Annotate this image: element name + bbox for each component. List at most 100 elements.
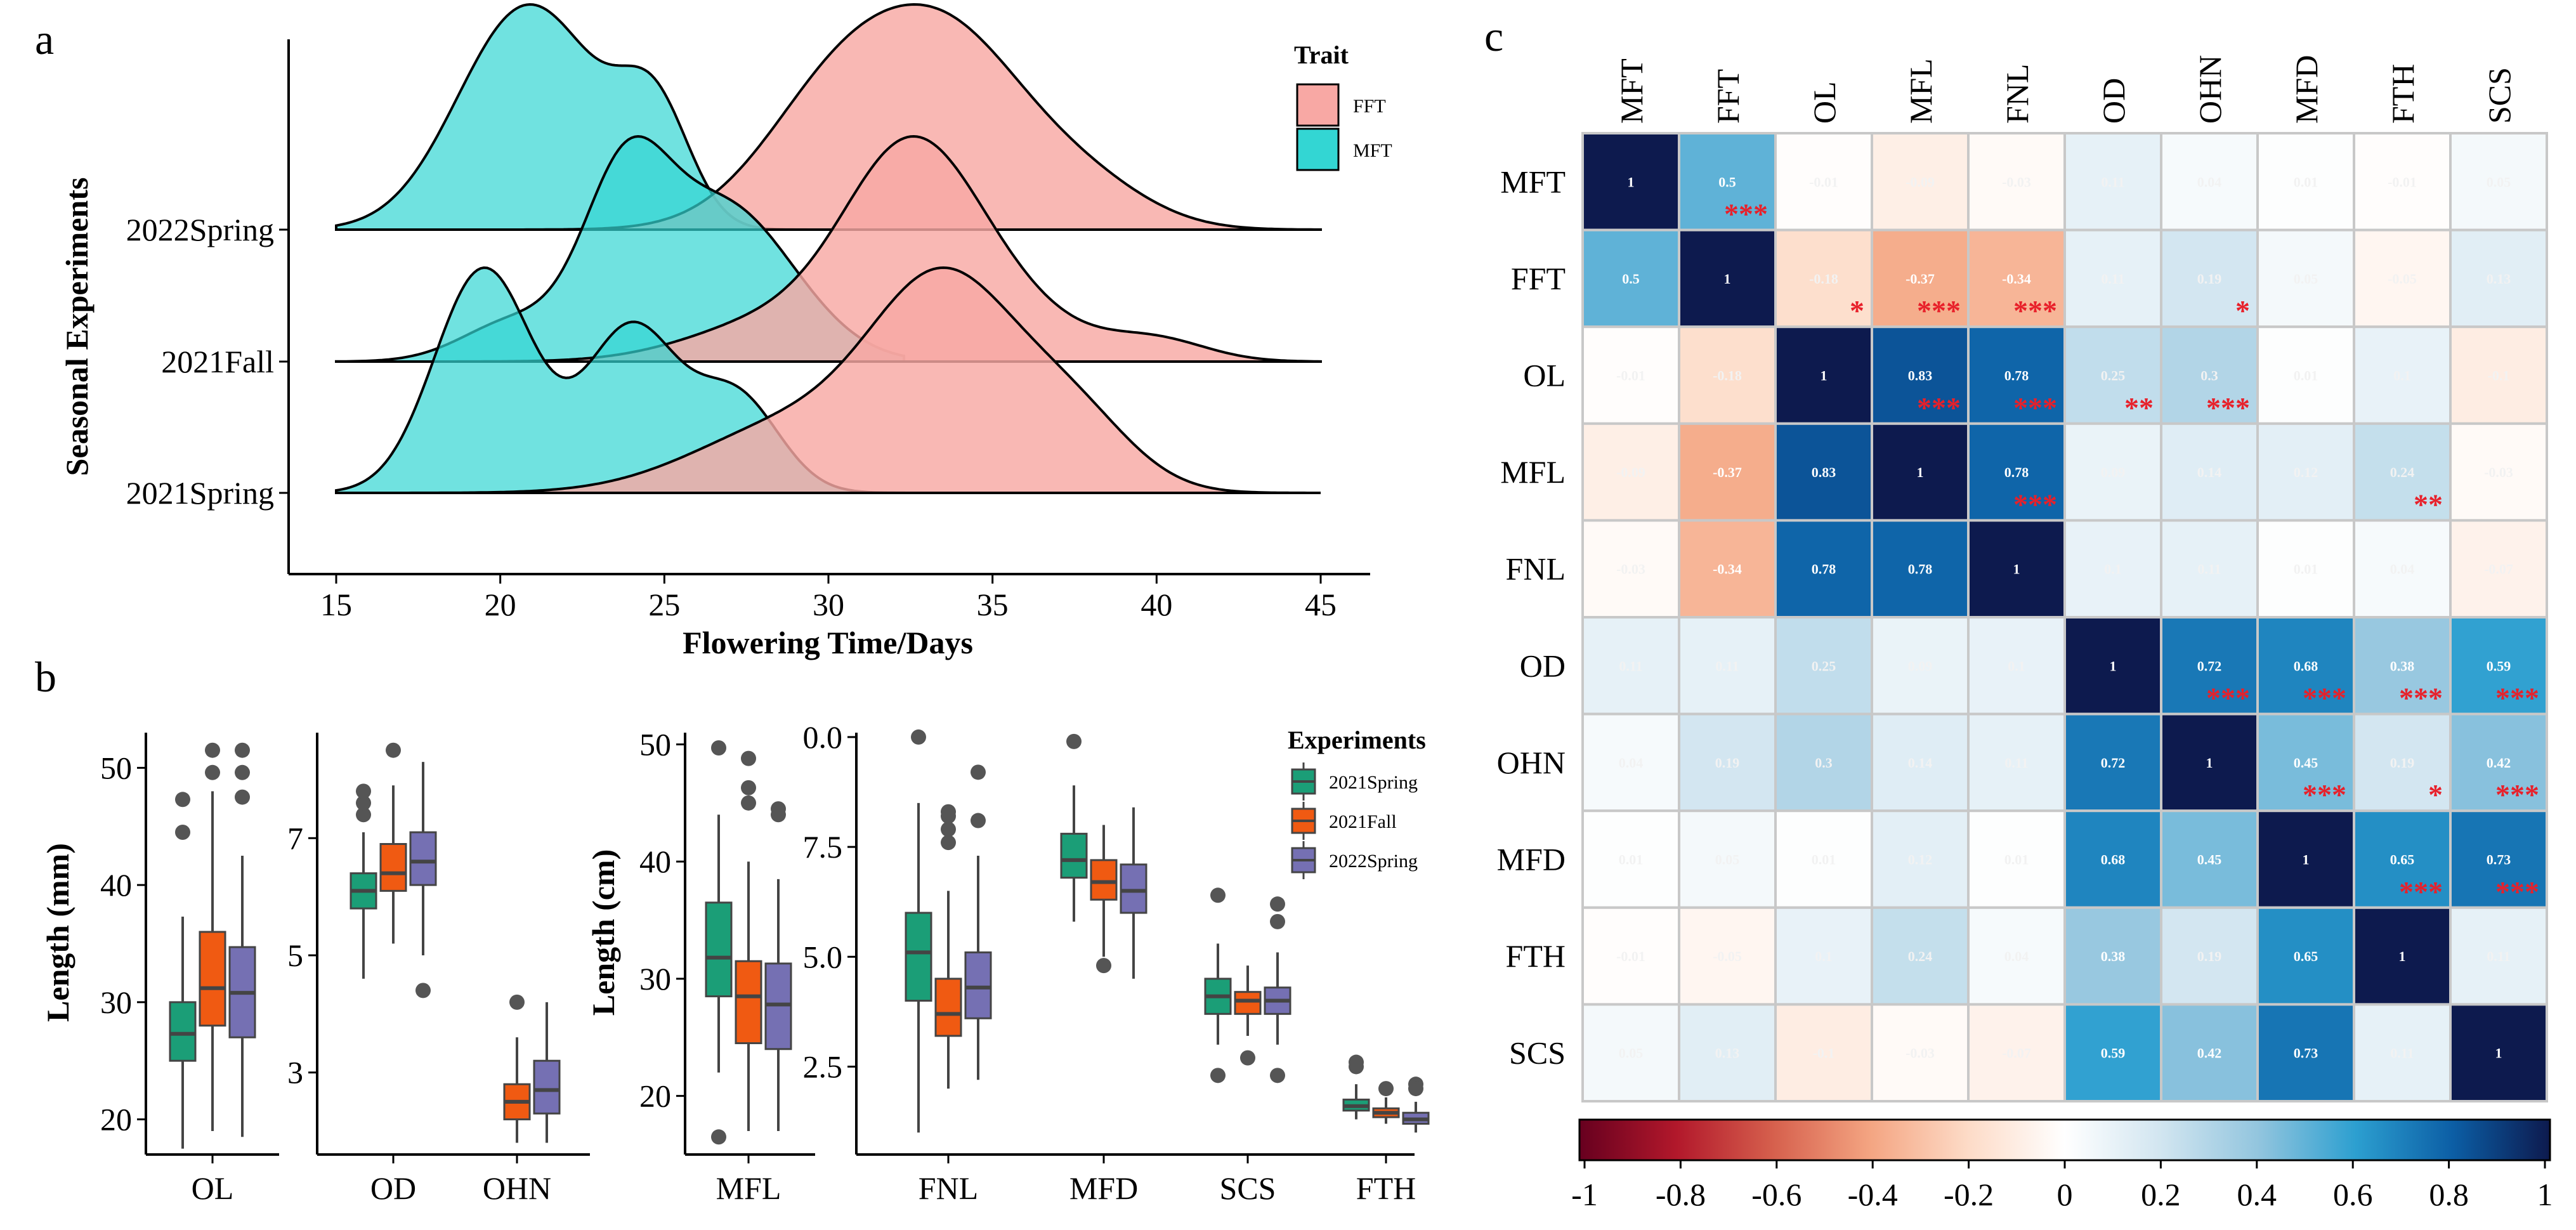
heat-cell-value: 0.05 [1619, 1045, 1644, 1061]
box-outlier [356, 795, 371, 811]
heat-cell-value: 0.72 [2101, 755, 2126, 771]
heat-cell-fill [2160, 325, 2259, 425]
box-outlier [205, 764, 220, 780]
heat-cell-mft-fnl: -0.03 [1967, 132, 2066, 232]
heat-cell-value: -0.03 [1616, 561, 1645, 577]
heat-cell-value: 0.05 [2487, 174, 2511, 190]
ridgeline-y-tick-label: 2021Spring [126, 475, 274, 511]
box-body [409, 831, 437, 886]
heat-cell-fnl-fft: -0.34 [1678, 519, 1777, 619]
heat-cell-mfl-ol: 0.83 [1774, 422, 1873, 522]
heat-cell-fth-scs: 0.11 [2449, 906, 2548, 1006]
facet-y-tick-label: 2.5 [803, 1049, 843, 1084]
heat-cell-significance: *** [1917, 391, 1961, 424]
colorbar-tick-label: -0.6 [1751, 1177, 1801, 1212]
heat-cell-value: 0.14 [2197, 464, 2222, 480]
heat-cell-value: 1 [2206, 755, 2213, 771]
box-outlier [1408, 1081, 1423, 1097]
heat-cell-value: 0.11 [1619, 658, 1642, 674]
heat-cell-value: 0.13 [1715, 1045, 1740, 1061]
heat-cell-fth-ohn: 0.19 [2160, 906, 2259, 1006]
heat-cell-value: 0.78 [1908, 561, 1933, 577]
heat-cell-scs-fft: 0.13 [1678, 1003, 1777, 1103]
heat-cell-fill [1871, 1003, 1970, 1103]
heat-cell-significance: *** [2495, 875, 2539, 908]
box-outlier [356, 807, 371, 823]
heat-cell-fill [2449, 422, 2548, 522]
heat-cell-fill [2063, 906, 2162, 1006]
legend-label-2021fall: 2021Fall [1329, 811, 1397, 832]
box-fth-2021spring [1342, 1054, 1370, 1120]
heat-cell-value: -0.34 [1713, 561, 1742, 577]
box-fth-2021fall [1372, 1081, 1400, 1124]
heat-cell-value: -0.01 [2388, 174, 2417, 190]
heat-cell-fill [1967, 422, 2066, 522]
heat-cell-value: 0.68 [2101, 852, 2126, 868]
legend-label-2022spring: 2022Spring [1329, 851, 1418, 872]
heat-cell-fill [2449, 519, 2548, 619]
box-outlier [356, 783, 371, 799]
heat-cell-fft-mfl: -0.37 *** [1871, 228, 1970, 329]
heat-cell-fill [1581, 906, 1680, 1006]
heat-cell-fill [1678, 325, 1777, 425]
heat-cell-fill [1774, 809, 1873, 909]
heat-cell-fill [1774, 616, 1873, 716]
box-fnl-2021spring [905, 729, 932, 1133]
heat-cell-fill [1581, 809, 1680, 909]
heat-cell-value: 0.01 [2294, 174, 2318, 190]
heat-cell-value: -0.01 [1809, 174, 1838, 190]
heat-cell-scs-od: 0.59 [2063, 1003, 2162, 1103]
ridgeline-x-tick-label: 15 [320, 587, 352, 622]
heat-cell-significance: *** [2495, 778, 2539, 811]
heat-cell-ol-ohn: 0.3 *** [2160, 325, 2259, 425]
facet-y-tick-label: 20 [639, 1078, 671, 1114]
facet-y-tick-label: 7.5 [803, 829, 843, 865]
heat-cell-mfl-scs: -0.03 [2449, 422, 2548, 522]
heat-cell-value: 0.78 [1812, 561, 1836, 577]
heat-cell-value: 0.65 [2294, 948, 2318, 964]
heat-cell-scs-mfl: -0.03 [1871, 1003, 1970, 1103]
heat-cell-value: 0.04 [1619, 755, 1644, 771]
box-scs-2021fall [1234, 965, 1262, 1066]
heat-cell-fill [2160, 1003, 2259, 1103]
box-outlier [235, 742, 250, 758]
heat-cell-mfd-scs: 0.73 *** [2449, 809, 2548, 909]
facet-ol: 20 30 40 50 OL [100, 733, 279, 1206]
heat-cell-fill [1871, 616, 1970, 716]
heat-cell-fth-fft: -0.05 [1678, 906, 1777, 1006]
heat-cell-fill [2353, 228, 2452, 329]
heat-cell-ohn-ohn: 1 [2160, 712, 2259, 813]
heat-cell-fft-mft: 0.5 [1581, 228, 1680, 329]
box-outlier [235, 764, 250, 780]
box-body [1120, 863, 1147, 914]
heat-cell-mft-fth: -0.01 [2353, 132, 2452, 232]
heat-cell-value: 0.42 [2487, 755, 2511, 771]
heat-cell-scs-mfd: 0.73 [2256, 1003, 2355, 1103]
colorbar [1578, 1118, 2551, 1161]
heat-cell-significance: ** [2414, 488, 2443, 520]
heat-cell-value: 1 [2495, 1045, 2502, 1061]
heat-col-label: FTH [2385, 64, 2421, 124]
experiments-legend-title: Experiments [1288, 726, 1426, 754]
heat-cell-ohn-fnl: 0.11 [1967, 712, 2066, 813]
heat-cell-fill [2063, 1003, 2162, 1103]
heat-cell-value: 0.01 [2004, 852, 2029, 868]
box-od-2022spring [409, 762, 437, 998]
heat-cell-value: -0.18 [1713, 368, 1742, 384]
heat-cell-value: 0.04 [2004, 948, 2029, 964]
colorbar-tick-label: 0 [2057, 1177, 2073, 1212]
heat-cell-value: 1 [1628, 174, 1635, 190]
box-od-2021spring [350, 783, 377, 979]
box-outlier [711, 740, 726, 756]
box-outlier [1270, 1068, 1285, 1083]
heat-cell-fill [2353, 519, 2452, 619]
box-body [735, 960, 762, 1045]
facet-x-tick-label: OL [192, 1170, 234, 1206]
box-mfd-2022spring [1120, 807, 1147, 979]
heat-cell-mfd-mfl: 0.12 [1871, 809, 1970, 909]
ridgeline-x-tick-label: 35 [977, 587, 1009, 622]
heat-cell-fill [2256, 325, 2355, 425]
heat-cell-value: 0.11 [2004, 755, 2028, 771]
facet-fnl-fth: 0.0 7.5 5.0 2.5 FNL MFD SCS FTH [803, 719, 1430, 1206]
heat-cell-mfl-fft: -0.37 [1678, 422, 1777, 522]
